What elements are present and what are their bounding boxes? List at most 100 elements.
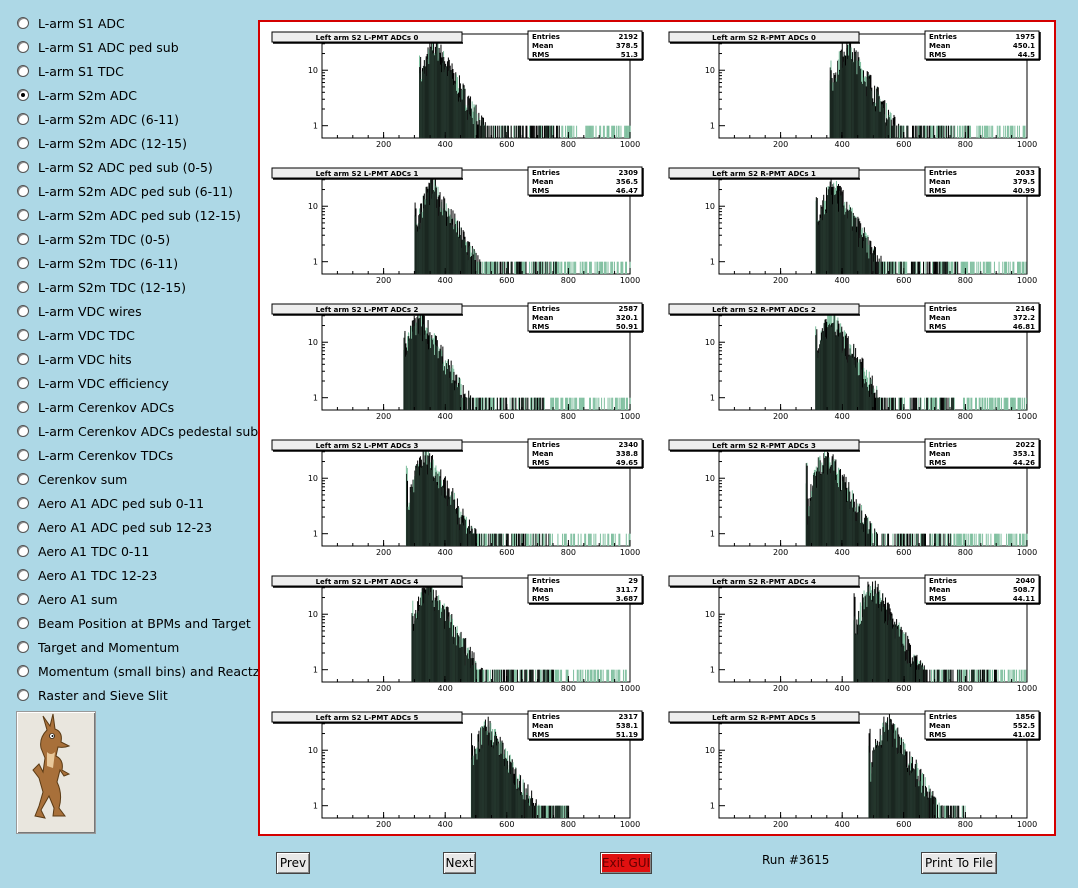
histogram-panel: 200 400 600 800 1000 10 1 Left arm S2 R-PMT ADC… (668, 574, 1041, 693)
menu-option-l-arm-cerenkov-adcs-pedestal-sub[interactable]: L-arm Cerenkov ADCs pedestal sub (17, 421, 258, 441)
radio-button[interactable] (17, 449, 29, 461)
radio-button[interactable] (17, 593, 29, 605)
histogram-bin-fill (553, 397, 555, 410)
menu-option-l-arm-vdc-tdc[interactable]: L-arm VDC TDC (17, 325, 135, 345)
histogram-bin-fill (968, 669, 970, 682)
stats-value: 1975 (1016, 33, 1036, 41)
radio-button[interactable] (17, 209, 29, 221)
histogram-bin-fill (1010, 669, 1012, 682)
radio-button[interactable] (17, 137, 29, 149)
menu-option-aero-a1-adc-ped-sub-12-23[interactable]: Aero A1 ADC ped sub 12-23 (17, 517, 212, 537)
menu-option-l-arm-vdc-wires[interactable]: L-arm VDC wires (17, 301, 142, 321)
radio-button[interactable] (17, 257, 29, 269)
radio-button[interactable] (17, 185, 29, 197)
menu-option-l-arm-s2-adc-ped-sub-0-5[interactable]: L-arm S2 ADC ped sub (0-5) (17, 157, 213, 177)
radio-button[interactable] (17, 617, 29, 629)
radio-button[interactable] (17, 65, 29, 77)
radio-button[interactable] (17, 425, 29, 437)
histogram-panel: 200 400 600 800 1000 10 1 Left arm S2 L-PMT ADC… (271, 438, 644, 557)
histogram-bin-fill (612, 669, 614, 682)
histogram-bin-fill (946, 533, 948, 546)
menu-option-aero-a1-sum[interactable]: Aero A1 sum (17, 589, 118, 609)
menu-option-l-arm-s2m-tdc-6-11[interactable]: L-arm S2m TDC (6-11) (17, 253, 178, 273)
histogram-bin-fill (950, 261, 952, 274)
menu-option-l-arm-s2m-adc-ped-sub-12-15[interactable]: L-arm S2m ADC ped sub (12-15) (17, 205, 241, 225)
menu-option-aero-a1-tdc-0-11[interactable]: Aero A1 TDC 0-11 (17, 541, 149, 561)
print-to-file-button[interactable]: Print To File (921, 852, 997, 874)
radio-button[interactable] (17, 545, 29, 557)
menu-option-beam-position-at-bpms-and-target[interactable]: Beam Position at BPMs and Target (17, 613, 251, 633)
stats-key: Mean (532, 586, 553, 594)
radio-button[interactable] (17, 497, 29, 509)
menu-option-raster-and-sieve-slit[interactable]: Raster and Sieve Slit (17, 685, 168, 705)
histogram-bin-fill (586, 669, 588, 682)
prev-button[interactable]: Prev (276, 852, 310, 874)
menu-option-l-arm-s1-tdc[interactable]: L-arm S1 TDC (17, 61, 124, 81)
menu-option-l-arm-vdc-efficiency[interactable]: L-arm VDC efficiency (17, 373, 169, 393)
menu-option-cerenkov-sum[interactable]: Cerenkov sum (17, 469, 127, 489)
menu-option-l-arm-cerenkov-tdcs[interactable]: L-arm Cerenkov TDCs (17, 445, 173, 465)
histogram-bin-fill (1019, 533, 1021, 546)
histogram-bin-fill (526, 533, 528, 546)
histogram-title: Left arm S2 R-PMT ADCs 4 (712, 578, 816, 586)
radio-button[interactable] (17, 281, 29, 293)
histogram-bin-fill (595, 533, 597, 546)
menu-option-momentum-small-bins-and-reactz[interactable]: Momentum (small bins) and Reactz (17, 661, 259, 681)
next-button[interactable]: Next (443, 852, 476, 874)
histogram-bin-fill (1004, 397, 1006, 410)
histogram-bin-fill (566, 261, 568, 274)
radio-button[interactable] (17, 113, 29, 125)
radio-button[interactable] (17, 89, 29, 101)
radio-button[interactable] (17, 569, 29, 581)
histogram-bin-fill (542, 533, 544, 546)
stats-key: Entries (929, 305, 957, 313)
radio-button[interactable] (17, 473, 29, 485)
x-tick-label: 200 (376, 548, 391, 557)
menu-option-label: Aero A1 TDC 12-23 (38, 567, 158, 583)
menu-option-l-arm-s1-adc[interactable]: L-arm S1 ADC (17, 13, 125, 33)
radio-button[interactable] (17, 665, 29, 677)
radio-button[interactable] (17, 689, 29, 701)
menu-option-l-arm-vdc-hits[interactable]: L-arm VDC hits (17, 349, 132, 369)
radio-button[interactable] (17, 41, 29, 53)
radio-button[interactable] (17, 641, 29, 653)
histogram-bin-fill (954, 805, 956, 818)
menu-option-l-arm-s2m-tdc-0-5[interactable]: L-arm S2m TDC (0-5) (17, 229, 170, 249)
histogram-bin-fill (942, 125, 944, 138)
y-tick-label: 1 (313, 394, 318, 403)
histogram-bin-fill (963, 397, 965, 410)
radio-button[interactable] (17, 401, 29, 413)
histogram-bin-fill (568, 261, 570, 274)
menu-option-l-arm-s2m-adc[interactable]: L-arm S2m ADC (17, 85, 137, 105)
radio-button[interactable] (17, 329, 29, 341)
stats-value: 353.1 (1013, 450, 1035, 458)
menu-option-l-arm-s2m-adc-ped-sub-6-11[interactable]: L-arm S2m ADC ped sub (6-11) (17, 181, 233, 201)
histogram-title: Left arm S2 L-PMT ADCs 5 (316, 714, 419, 722)
histogram-bin-fill (580, 397, 582, 410)
radio-button[interactable] (17, 161, 29, 173)
radio-button[interactable] (17, 305, 29, 317)
radio-button[interactable] (17, 353, 29, 365)
histogram-bin-fill (925, 125, 927, 138)
menu-option-target-and-momentum[interactable]: Target and Momentum (17, 637, 179, 657)
menu-option-aero-a1-tdc-12-23[interactable]: Aero A1 TDC 12-23 (17, 565, 157, 585)
menu-option-l-arm-s1-adc-ped-sub[interactable]: L-arm S1 ADC ped sub (17, 37, 179, 57)
radio-button[interactable] (17, 521, 29, 533)
radio-button[interactable] (17, 17, 29, 29)
histogram-title-box (668, 167, 860, 179)
menu-option-l-arm-s2m-tdc-12-15[interactable]: L-arm S2m TDC (12-15) (17, 277, 186, 297)
exit-gui-button[interactable]: Exit GUI (600, 852, 652, 874)
run-number-label: Run #3615 (762, 853, 830, 867)
histogram-bin-fill (948, 669, 950, 682)
histogram-bin-fill (580, 669, 582, 682)
histogram-bin-fill (565, 669, 567, 682)
histogram-bin-fill (561, 669, 563, 682)
menu-option-l-arm-s2m-adc-6-11[interactable]: L-arm S2m ADC (6-11) (17, 109, 179, 129)
menu-option-l-arm-s2m-adc-12-15[interactable]: L-arm S2m ADC (12-15) (17, 133, 187, 153)
radio-button[interactable] (17, 233, 29, 245)
menu-option-l-arm-cerenkov-adcs[interactable]: L-arm Cerenkov ADCs (17, 397, 174, 417)
menu-option-aero-a1-adc-ped-sub-0-11[interactable]: Aero A1 ADC ped sub 0-11 (17, 493, 204, 513)
menu-option-label: L-arm VDC hits (38, 351, 132, 367)
histogram-bin-fill (989, 669, 991, 682)
radio-button[interactable] (17, 377, 29, 389)
